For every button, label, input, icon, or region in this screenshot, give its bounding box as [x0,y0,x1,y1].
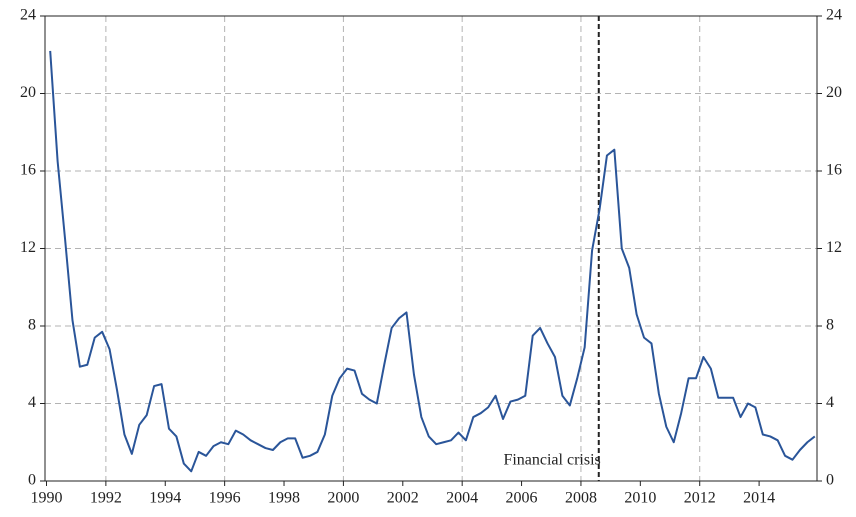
y-tick-label: 8 [28,317,36,334]
data-line [49,50,816,473]
x-tick-label: 1998 [268,490,300,507]
plot-frame [44,15,818,482]
x-tick-label: 2008 [565,490,597,507]
y2-tick-label: 16 [826,162,842,179]
x-tick-label: 2000 [327,490,359,507]
x-tick-label: 1994 [149,490,181,507]
x-tick-label: 1996 [209,490,241,507]
x-tick-label: 2014 [743,490,775,507]
x-tick-label: 2002 [387,490,419,507]
y-tick-label: 12 [20,239,36,256]
x-tick-label: 1992 [90,490,122,507]
x-tick-label: 2010 [624,490,656,507]
y-tick-label: 24 [20,7,36,24]
y-tick-label: 16 [20,162,36,179]
x-tick-label: 2012 [684,490,716,507]
y-tick-label: 0 [28,472,36,489]
x-tick-label: 1990 [30,490,62,507]
y-tick-label: 4 [28,394,36,411]
y2-tick-label: 8 [826,317,834,334]
y2-tick-label: 20 [826,84,842,101]
x-tick-label: 2004 [446,490,478,507]
x-tick-label: 2006 [506,490,538,507]
y2-tick-label: 0 [826,472,834,489]
y2-tick-label: 4 [826,394,834,411]
y2-tick-label: 12 [826,239,842,256]
annotation-label: Financial crisis [503,452,600,469]
y-tick-label: 20 [20,84,36,101]
y2-tick-label: 24 [826,7,842,24]
